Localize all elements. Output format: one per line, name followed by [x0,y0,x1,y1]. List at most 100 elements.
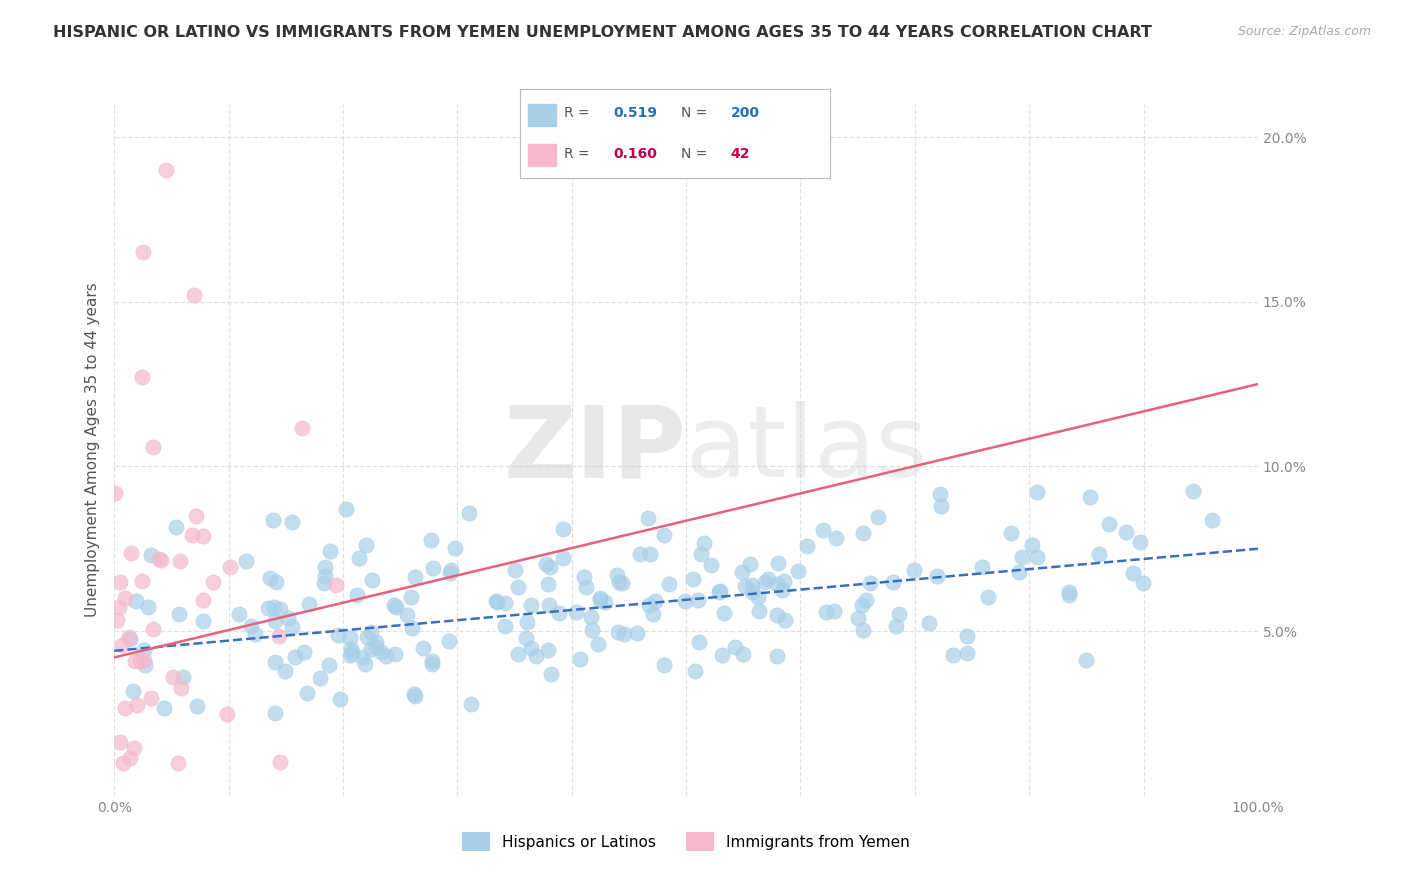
Point [711,648,734,663]
Point [643,607,665,621]
Point [747,590,769,604]
Point [1078,490,1101,504]
Point [396,608,419,623]
Point [172,670,194,684]
Point [257,601,280,615]
Point [292,645,315,659]
Point [458,506,481,520]
Point [111,638,134,652]
Point [339,631,361,645]
Point [796,539,818,553]
Point [825,531,848,545]
Bar [529,103,555,126]
Point [122,684,145,698]
Point [215,706,238,721]
Text: 42: 42 [731,147,749,161]
Point [658,576,681,591]
Point [404,570,426,584]
Point [281,620,304,634]
Point [1021,538,1043,552]
Point [131,370,153,384]
Point [846,611,869,625]
Point [574,570,596,584]
Point [193,529,215,543]
Point [269,601,291,615]
Point [114,700,136,714]
Point [607,575,630,590]
Point [422,657,444,671]
Point [852,624,875,638]
Point [537,576,560,591]
Point [420,533,443,547]
Point [259,571,281,585]
Point [412,641,434,656]
Point [548,606,571,620]
Point [1000,525,1022,540]
Point [125,698,148,713]
Point [121,546,143,560]
Point [384,599,406,614]
Point [1076,653,1098,667]
Point [153,701,176,715]
Point [519,641,541,656]
Point [1026,484,1049,499]
Point [713,606,735,620]
Point [266,575,288,590]
Point [104,486,127,500]
Point [534,557,557,571]
Point [682,572,704,586]
Point [766,649,789,664]
Point [325,578,347,592]
Point [503,563,526,577]
Point [538,559,561,574]
Point [882,575,904,590]
Point [460,697,482,711]
Point [166,756,188,770]
Point [1098,516,1121,531]
Point [155,163,177,178]
Point [588,637,610,651]
Point [1007,565,1029,579]
Point [162,670,184,684]
Point [589,591,612,606]
Point [690,547,713,561]
Text: 200: 200 [731,105,759,120]
Point [851,598,873,612]
Text: 0.160: 0.160 [613,147,657,161]
Text: HISPANIC OR LATINO VS IMMIGRANTS FROM YEMEN UNEMPLOYMENT AMONG AGES 35 TO 44 YEA: HISPANIC OR LATINO VS IMMIGRANTS FROM YE… [53,25,1153,40]
Point [823,604,845,618]
Point [918,616,941,631]
Point [360,642,382,657]
Point [218,560,240,574]
Point [118,632,141,647]
Point [956,646,979,660]
Point [167,607,190,621]
Point [134,643,156,657]
Text: R =: R = [564,147,589,161]
Point [868,510,890,524]
Point [354,538,377,552]
Point [581,624,603,638]
Point [340,642,363,657]
Point [977,591,1000,605]
Point [165,520,187,534]
Point [228,607,250,621]
Point [111,756,134,770]
Point [401,621,423,635]
Text: atlas: atlas [686,401,928,499]
Point [494,596,516,610]
Point [186,698,208,713]
Point [183,288,205,302]
Point [768,556,790,570]
Point [626,626,648,640]
Point [724,640,747,655]
Point [579,610,602,624]
Point [356,630,378,644]
Point [370,645,392,659]
Point [683,664,706,678]
Point [277,611,299,625]
Point [382,598,405,612]
Point [506,580,529,594]
Point [773,574,796,588]
Point [766,608,789,623]
